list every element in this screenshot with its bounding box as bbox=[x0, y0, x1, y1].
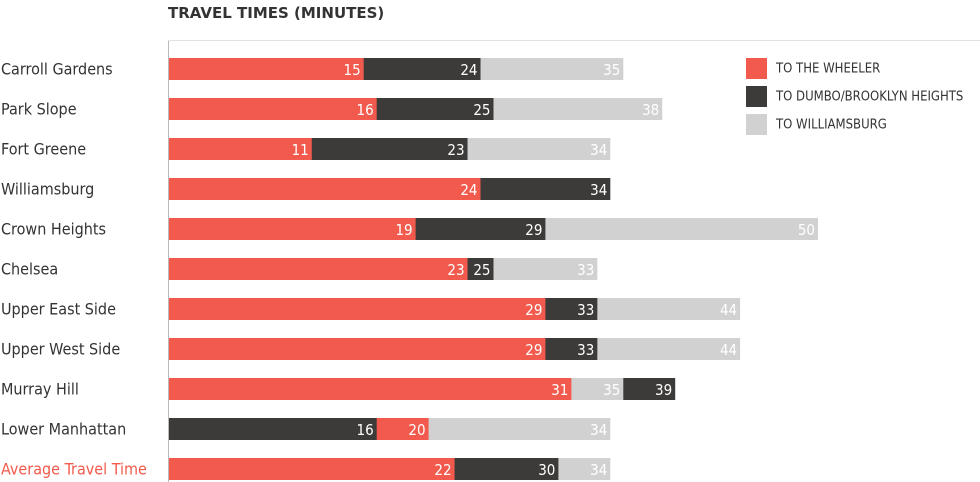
value-label-average-travel-time-to-the-wheeler: 22 bbox=[434, 461, 451, 479]
category-label-upper-west-side: Upper West Side bbox=[1, 340, 120, 359]
value-label-park-slope-to-williamsburg: 38 bbox=[642, 101, 659, 119]
value-label-chelsea-to-the-wheeler: 23 bbox=[447, 261, 464, 279]
category-label-lower-manhattan: Lower Manhattan bbox=[1, 420, 126, 439]
value-label-average-travel-time-to-williamsburg: 34 bbox=[590, 461, 607, 479]
legend-label-to-the-wheeler: TO THE WHEELER bbox=[775, 62, 880, 77]
category-label-crown-heights: Crown Heights bbox=[1, 220, 106, 239]
value-label-crown-heights-to-the-wheeler: 19 bbox=[395, 221, 412, 239]
value-label-carroll-gardens-to-dumbo-brooklyn-heights: 24 bbox=[460, 61, 477, 79]
value-label-murray-hill-to-the-wheeler: 31 bbox=[551, 381, 568, 399]
value-label-park-slope-to-the-wheeler: 16 bbox=[357, 101, 374, 119]
bar-park-slope-to-the-wheeler bbox=[169, 98, 377, 120]
legend-swatch-to-dumbo-brooklyn-heights bbox=[746, 86, 767, 107]
bar-fort-greene-to-the-wheeler bbox=[169, 138, 312, 160]
bar-average-travel-time-to-the-wheeler bbox=[169, 458, 455, 480]
value-label-upper-east-side-to-williamsburg: 44 bbox=[720, 301, 737, 319]
legend-label-to-dumbo-brooklyn-heights: TO DUMBO/BROOKLYN HEIGHTS bbox=[775, 90, 963, 105]
bar-carroll-gardens-to-the-wheeler bbox=[169, 58, 364, 80]
category-label-williamsburg: Williamsburg bbox=[1, 180, 94, 199]
value-label-upper-west-side-to-williamsburg: 44 bbox=[720, 341, 737, 359]
value-label-average-travel-time-to-dumbo-brooklyn-heights: 30 bbox=[538, 461, 555, 479]
category-label-murray-hill: Murray Hill bbox=[1, 380, 79, 399]
bar-chelsea-to-the-wheeler bbox=[169, 258, 468, 280]
value-label-park-slope-to-dumbo-brooklyn-heights: 25 bbox=[473, 101, 490, 119]
value-label-carroll-gardens-to-the-wheeler: 15 bbox=[344, 61, 361, 79]
bar-lower-manhattan-to-dumbo-brooklyn-heights bbox=[169, 418, 377, 440]
category-label-park-slope: Park Slope bbox=[1, 100, 77, 119]
bar-murray-hill-to-the-wheeler bbox=[169, 378, 572, 400]
value-label-crown-heights-to-williamsburg: 50 bbox=[798, 221, 815, 239]
category-label-carroll-gardens: Carroll Gardens bbox=[1, 60, 113, 79]
value-label-upper-east-side-to-dumbo-brooklyn-heights: 33 bbox=[577, 301, 594, 319]
category-label-average-travel-time: Average Travel Time bbox=[1, 460, 147, 479]
value-label-carroll-gardens-to-williamsburg: 35 bbox=[603, 61, 620, 79]
bar-williamsburg-to-the-wheeler bbox=[169, 178, 481, 200]
value-label-upper-west-side-to-the-wheeler: 29 bbox=[525, 341, 542, 359]
value-label-crown-heights-to-dumbo-brooklyn-heights: 29 bbox=[525, 221, 542, 239]
value-label-murray-hill-to-dumbo-brooklyn-heights: 39 bbox=[655, 381, 672, 399]
value-label-murray-hill-to-williamsburg: 35 bbox=[603, 381, 620, 399]
value-label-fort-greene-to-williamsburg: 34 bbox=[590, 141, 607, 159]
value-label-williamsburg-to-the-wheeler: 24 bbox=[460, 181, 477, 199]
legend-swatch-to-williamsburg bbox=[746, 114, 767, 135]
category-label-upper-east-side: Upper East Side bbox=[1, 300, 116, 319]
value-label-lower-manhattan-to-the-wheeler: 20 bbox=[408, 421, 425, 439]
value-label-upper-west-side-to-dumbo-brooklyn-heights: 33 bbox=[577, 341, 594, 359]
bar-crown-heights-to-the-wheeler bbox=[169, 218, 416, 240]
bar-upper-west-side-to-the-wheeler bbox=[169, 338, 546, 360]
value-label-upper-east-side-to-the-wheeler: 29 bbox=[525, 301, 542, 319]
legend-label-to-williamsburg: TO WILLIAMSBURG bbox=[775, 118, 887, 133]
value-label-fort-greene-to-the-wheeler: 11 bbox=[292, 141, 309, 159]
value-label-lower-manhattan-to-dumbo-brooklyn-heights: 16 bbox=[357, 421, 374, 439]
category-label-chelsea: Chelsea bbox=[1, 260, 58, 279]
category-label-fort-greene: Fort Greene bbox=[1, 140, 86, 159]
value-label-fort-greene-to-dumbo-brooklyn-heights: 23 bbox=[447, 141, 464, 159]
legend: TO THE WHEELER TO DUMBO/BROOKLYN HEIGHTS T… bbox=[746, 58, 963, 135]
bar-upper-east-side-to-the-wheeler bbox=[169, 298, 546, 320]
value-label-chelsea-to-williamsburg: 33 bbox=[577, 261, 594, 279]
labels-layer: Carroll Gardens 15 24 35 Park Slope 16 25 38 For… bbox=[1, 60, 815, 480]
chart-title: TRAVEL TIMES (MINUTES) bbox=[168, 4, 384, 22]
value-label-chelsea-to-dumbo-brooklyn-heights: 25 bbox=[473, 261, 490, 279]
bars-layer bbox=[169, 58, 818, 480]
legend-swatch-to-the-wheeler bbox=[746, 58, 767, 79]
value-label-williamsburg-to-dumbo-brooklyn-heights: 34 bbox=[590, 181, 607, 199]
value-label-lower-manhattan-to-williamsburg: 34 bbox=[590, 421, 607, 439]
